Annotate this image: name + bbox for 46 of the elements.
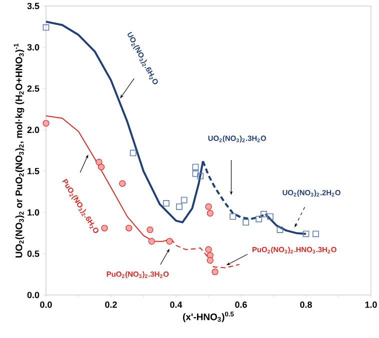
y-tick-label: 2.0 — [27, 126, 40, 134]
x-axis-title: (x'-HNO$_{3}$)$^{0.5}$ — [183, 312, 234, 322]
point — [96, 158, 102, 166]
point — [146, 226, 154, 234]
point — [206, 257, 214, 264]
point — [192, 170, 199, 177]
y-tick-label: 1.5 — [28, 168, 40, 174]
point — [148, 238, 155, 245]
point — [42, 120, 50, 127]
point — [176, 203, 182, 210]
y-tick-label: 2.5 — [27, 85, 40, 92]
y-tick-label: 3.5 — [27, 2, 40, 10]
point — [302, 230, 310, 238]
point — [163, 200, 170, 207]
y-tick-label: 3.0 — [27, 44, 40, 50]
point — [119, 180, 126, 187]
point — [242, 219, 250, 226]
y-tick-label: 0.0 — [27, 292, 40, 298]
point — [197, 172, 204, 180]
point — [205, 246, 212, 253]
point — [205, 203, 212, 210]
point — [230, 213, 236, 220]
point — [126, 224, 132, 232]
point — [180, 196, 188, 204]
x-tick-label: 0.8 — [300, 302, 312, 308]
point — [166, 238, 173, 245]
y-tick-label: 1.0 — [28, 209, 40, 216]
point — [276, 226, 284, 233]
x-tick-label: 0.4 — [170, 302, 182, 308]
point — [98, 164, 105, 170]
point — [267, 213, 274, 220]
y-tick-label: 0.5 — [27, 250, 40, 257]
x-tick-label: 0.0 — [40, 302, 52, 308]
point — [42, 24, 50, 31]
x-tick-label: 1.0 — [365, 302, 377, 308]
point — [312, 230, 319, 238]
point — [206, 210, 214, 217]
point — [212, 268, 218, 276]
x-tick-label: 0.2 — [105, 302, 117, 308]
point — [101, 224, 108, 232]
point — [192, 164, 199, 170]
text: UO$_{2}$(NO$_{3}$)$_{2}$ or PuO$_{2}$(NO$_{3}$)$_{2}$, mol·kg (H$_{2}$O+HNO$_{3}$)$^{-1}$ — [14, 44, 24, 258]
point — [256, 216, 262, 222]
point — [130, 150, 136, 156]
x-tick-label: 0.6 — [235, 302, 247, 308]
point — [260, 210, 267, 218]
